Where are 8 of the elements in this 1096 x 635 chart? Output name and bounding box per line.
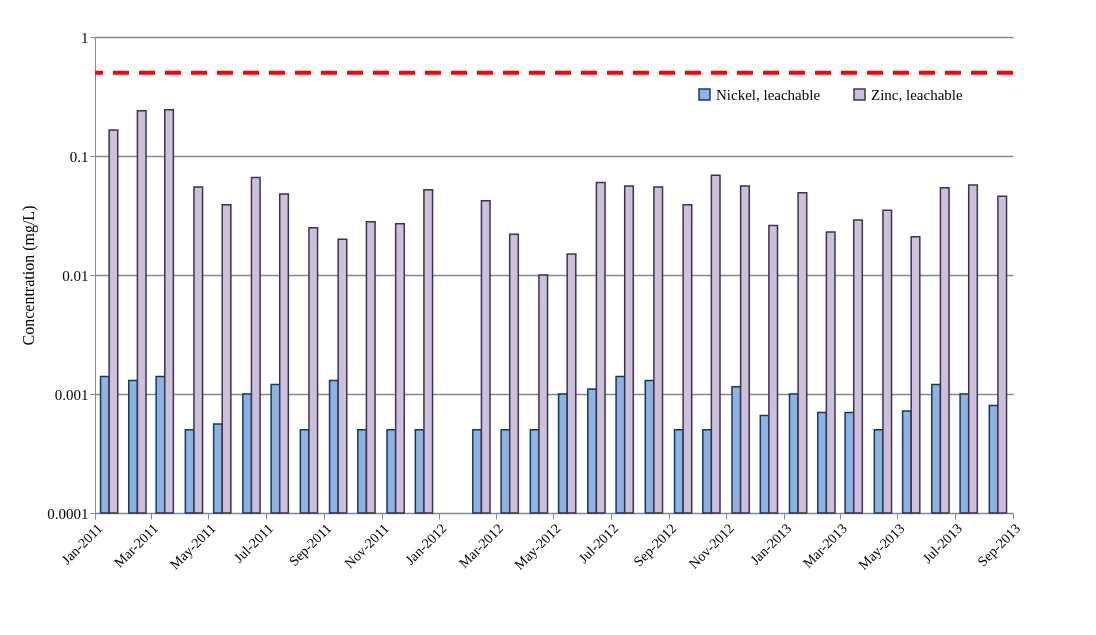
legend-label: Nickel, leachable [716,86,821,103]
y-axis-title: Concentration (mg/L) [20,205,39,346]
y-tick-label: 0.01 [62,267,89,284]
y-tick-label: 0.0001 [47,505,89,522]
y-tick-label: 0.1 [69,148,89,165]
y-tick-label: 1 [81,29,89,46]
legend-label: Zinc, leachable [871,86,963,103]
y-tick-label: 0.001 [54,386,89,403]
